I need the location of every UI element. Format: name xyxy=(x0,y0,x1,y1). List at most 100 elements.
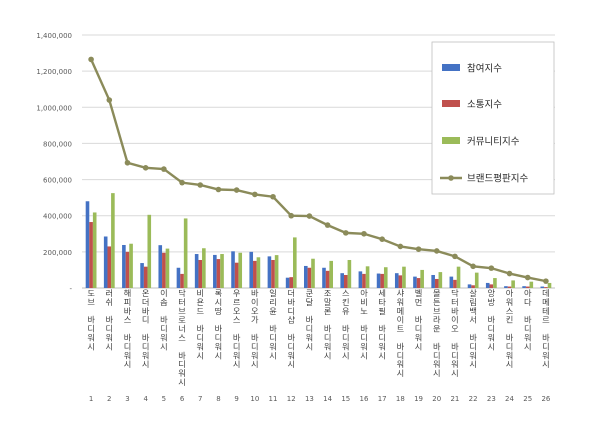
line-point-13 xyxy=(306,213,313,219)
bar-2-9 xyxy=(234,262,239,288)
bar-3-11 xyxy=(274,255,279,288)
bar-3-7 xyxy=(202,248,206,288)
line-point-10 xyxy=(252,191,258,198)
bar-1-20 xyxy=(431,274,435,288)
line-point-1 xyxy=(88,56,94,63)
bar-1-9 xyxy=(231,251,235,288)
bar-2-1 xyxy=(89,222,93,288)
brand-reputation-line xyxy=(90,58,547,283)
bar-3-26 xyxy=(547,282,552,288)
line-point-26 xyxy=(543,278,549,284)
bar-3-16 xyxy=(365,266,370,288)
line-point-12 xyxy=(288,212,295,219)
y-tick-label: 600,000 xyxy=(43,177,72,185)
line-point-8 xyxy=(215,186,222,193)
line-point-25 xyxy=(524,274,531,281)
bar-1-8 xyxy=(213,254,217,288)
bar-2-2 xyxy=(107,246,112,288)
x-index-label: 17 xyxy=(378,395,387,403)
bar-1-13 xyxy=(304,265,308,288)
bar-2-4 xyxy=(143,266,148,288)
legend-label-1: 참여지수 xyxy=(467,63,502,75)
bar-3-21 xyxy=(456,266,461,288)
line-point-2 xyxy=(106,97,113,103)
y-axis: - 200,000 400,000 600,000 800,000 1,000,000 1,… xyxy=(36,32,72,293)
bar-1-2 xyxy=(103,236,108,288)
bar-2-26 xyxy=(544,287,548,288)
bar-3-2 xyxy=(111,193,115,288)
bar-3-1 xyxy=(92,212,97,288)
y-tick-label: 1,400,000 xyxy=(36,32,72,40)
bar-3-14 xyxy=(329,260,333,288)
bar-1-26 xyxy=(540,286,545,288)
bar-1-6 xyxy=(176,267,181,288)
legend-swatch-2 xyxy=(442,100,460,107)
bar-2-8 xyxy=(216,259,221,288)
bar-3-12 xyxy=(293,237,297,288)
x-index-label: 21 xyxy=(450,395,459,403)
bar-2-17 xyxy=(380,273,384,288)
line-point-23 xyxy=(488,265,495,271)
line-point-14 xyxy=(324,222,331,228)
x-index-label: 8 xyxy=(216,395,220,403)
bar-1-14 xyxy=(322,267,326,288)
line-point-19 xyxy=(415,246,422,252)
x-index-label: 26 xyxy=(541,395,550,403)
line-point-16 xyxy=(361,230,367,237)
bar-2-10 xyxy=(253,260,257,288)
x-index-label: 4 xyxy=(143,395,148,403)
bar-1-22 xyxy=(467,284,472,288)
bar-1-24 xyxy=(504,286,508,288)
bar-2-21 xyxy=(453,279,457,288)
bar-3-19 xyxy=(420,269,424,288)
bar-3-10 xyxy=(256,257,261,288)
legend-swatch-3 xyxy=(442,137,460,144)
bar-2-15 xyxy=(343,274,348,288)
bar-2-14 xyxy=(325,270,330,288)
bar-1-21 xyxy=(449,276,454,288)
bar-2-19 xyxy=(416,278,421,288)
y-tick-label: 1,200,000 xyxy=(36,68,72,76)
bar-3-5 xyxy=(165,248,170,288)
x-index-label: 7 xyxy=(198,395,202,403)
bar-1-7 xyxy=(194,254,199,288)
x-index-label: 24 xyxy=(505,395,514,403)
bar-2-11 xyxy=(271,259,275,288)
bar-1-19 xyxy=(413,276,417,288)
x-index-label: 5 xyxy=(162,395,166,403)
y-tick-label: 1,000,000 xyxy=(36,104,72,112)
bar-3-20 xyxy=(438,272,443,288)
line-layer xyxy=(88,56,549,284)
y-tick-label: - xyxy=(69,285,72,293)
x-index-label: 22 xyxy=(469,395,478,403)
x-index-label: 9 xyxy=(234,395,238,403)
bar-1-3 xyxy=(122,244,126,288)
x-index-label: 23 xyxy=(487,395,496,403)
bar-2-22 xyxy=(471,285,475,288)
x-index-label: 14 xyxy=(323,395,332,403)
bar-2-7 xyxy=(198,259,203,288)
legend-label-3: 커뮤니티지수 xyxy=(467,137,520,148)
line-point-5 xyxy=(161,166,167,172)
line-point-4 xyxy=(142,165,149,171)
x-index-label: 6 xyxy=(180,395,185,403)
bar-1-1 xyxy=(85,201,90,288)
bar-3-17 xyxy=(383,267,388,288)
bar-2-12 xyxy=(289,277,294,288)
line-point-15 xyxy=(342,230,349,236)
line-point-3 xyxy=(124,159,131,166)
